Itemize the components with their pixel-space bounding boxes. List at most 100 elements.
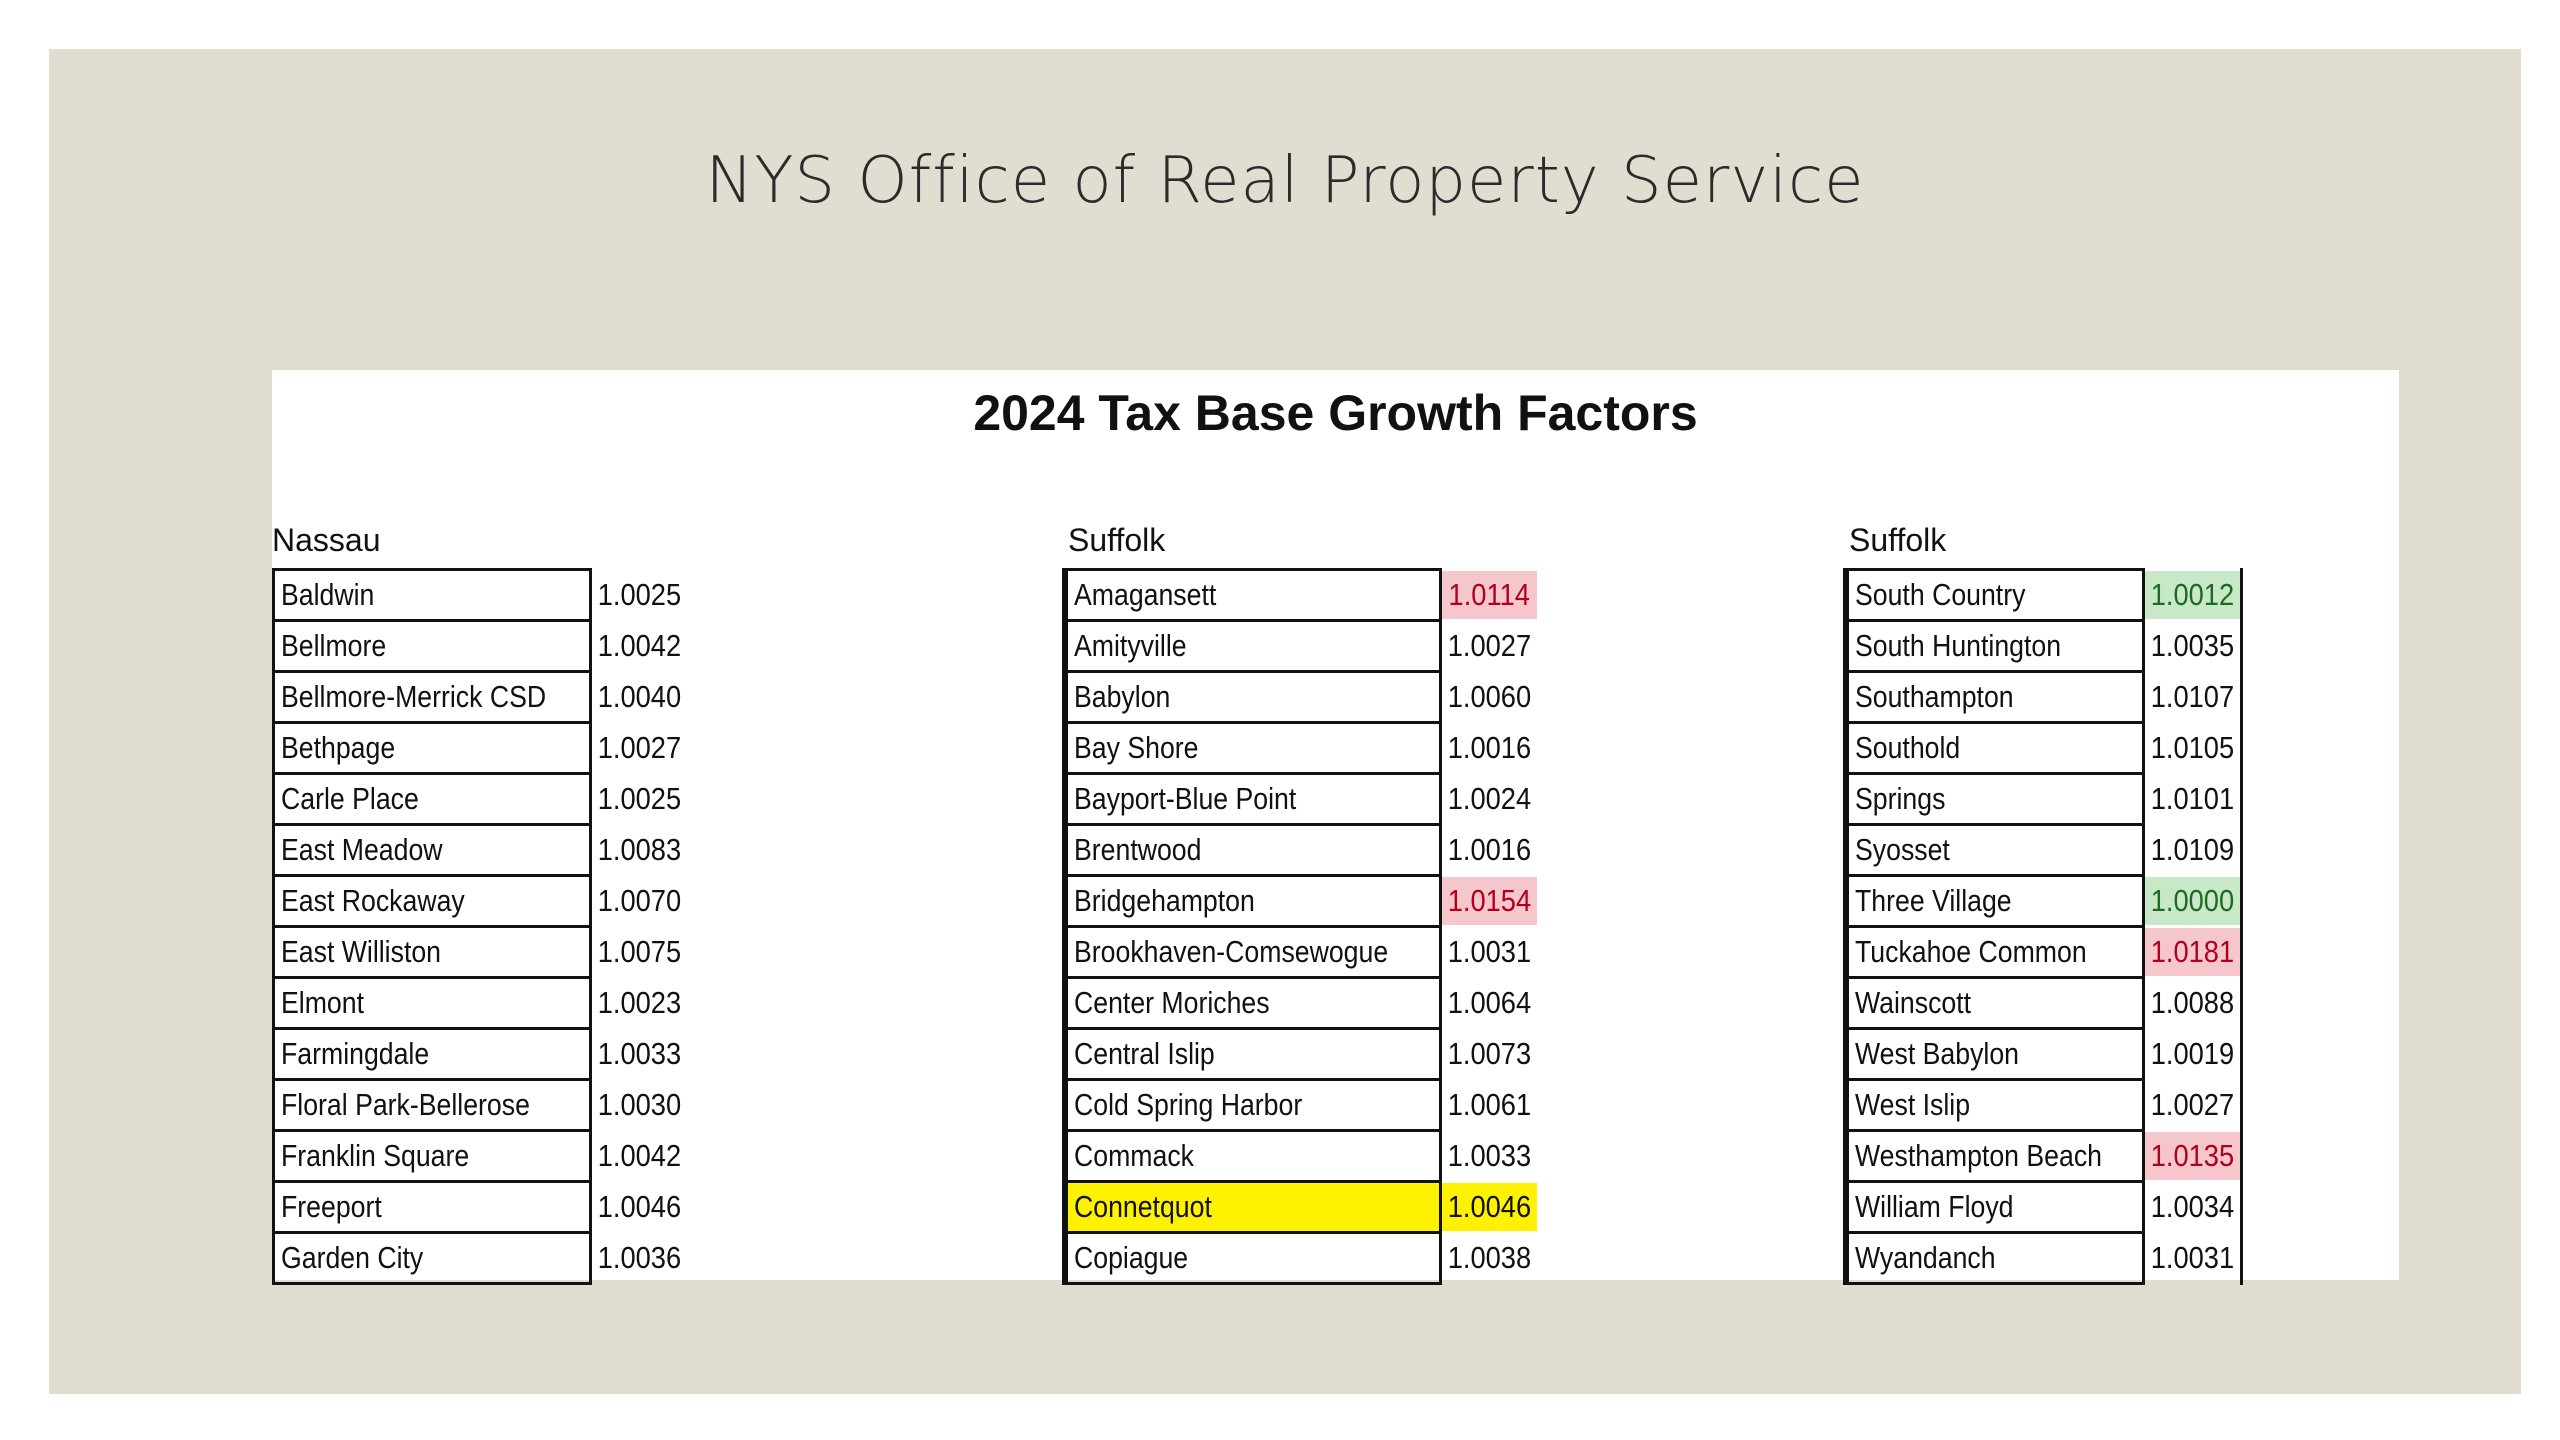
table-row: Floral Park-Bellerose 1.0030 <box>271 1078 687 1132</box>
district-name-cell: William Floyd <box>1845 1180 2146 1234</box>
blank-cell <box>1062 925 1067 979</box>
growth-factor-cell: 1.0024 <box>1441 774 1537 825</box>
growth-factor-cell: 1.0034 <box>2142 1181 2244 1233</box>
district-name-cell: East Meadow <box>271 823 593 877</box>
growth-factor-value: 1.0040 <box>598 679 682 714</box>
blank-cell <box>1062 823 1067 877</box>
growth-factor-cell: 1.0016 <box>1441 723 1537 774</box>
growth-factor-value: 1.0034 <box>2150 1189 2235 1224</box>
growth-factor-value: 1.0038 <box>1448 1240 1532 1275</box>
growth-factor-value: 1.0030 <box>598 1087 682 1122</box>
district-name-cell: Franklin Square <box>271 1129 593 1183</box>
growth-factor-value: 1.0024 <box>1448 781 1532 816</box>
district-name-cell: Wyandanch <box>1845 1231 2146 1285</box>
district-name-cell: Bellmore <box>271 619 593 673</box>
district-name: Westhampton Beach <box>1855 1138 2103 1173</box>
district-name-cell: Westhampton Beach <box>1845 1129 2146 1183</box>
district-name: South Huntington <box>1855 628 2062 663</box>
growth-factor-cell: 1.0042 <box>591 621 687 672</box>
table-row: Southampton 1.0107 <box>1843 670 2244 724</box>
district-name: East Rockaway <box>281 883 465 918</box>
district-name-cell: Carle Place <box>271 772 593 826</box>
growth-factor-cell: 1.0000 <box>2142 875 2244 927</box>
table-row-highlighted: Connetquot 1.0046 <box>1062 1180 1538 1234</box>
growth-factor-cell: 1.0154 <box>1440 875 1538 927</box>
blank-cell <box>1843 619 1848 673</box>
district-name: Center Moriches <box>1074 985 1270 1020</box>
growth-factor-value: 1.0061 <box>1448 1087 1532 1122</box>
district-name-cell: South Huntington <box>1845 619 2146 673</box>
district-name-cell: East Williston <box>271 925 593 979</box>
district-name: William Floyd <box>1855 1189 2014 1224</box>
growth-factor-cell: 1.0101 <box>2142 773 2244 825</box>
district-name-cell: Floral Park-Bellerose <box>271 1078 593 1132</box>
growth-factor-cell: 1.0181 <box>2142 926 2244 978</box>
table-row: William Floyd 1.0034 <box>1843 1180 2244 1234</box>
district-name: Three Village <box>1855 883 2012 918</box>
growth-factor-cell: 1.0019 <box>2142 1028 2244 1080</box>
growth-factor-value: 1.0031 <box>1448 934 1532 969</box>
growth-factor-value: 1.0181 <box>2150 934 2235 969</box>
growth-factor-cell: 1.0060 <box>1441 672 1537 723</box>
district-name-cell: Springs <box>1845 772 2146 826</box>
growth-factor-value: 1.0042 <box>598 628 682 663</box>
growth-factor-cell: 1.0042 <box>591 1131 687 1182</box>
growth-factor-value: 1.0016 <box>1448 832 1532 867</box>
district-name-cell: Bay Shore <box>1064 721 1443 775</box>
growth-factor-value: 1.0114 <box>1449 577 1531 612</box>
table-row: East Williston 1.0075 <box>271 925 687 979</box>
table-row: West Islip 1.0027 <box>1843 1078 2244 1132</box>
district-name: Carle Place <box>281 781 419 816</box>
table-row: Amagansett 1.0114 <box>1062 568 1538 622</box>
factor-table: Amagansett 1.0114 Amityville 1.0027 Babylon 1… <box>1062 568 1538 1285</box>
slide: NYS Office of Real Property Service 2024… <box>49 49 2521 1394</box>
table-row: Cold Spring Harbor 1.0061 <box>1062 1078 1538 1132</box>
district-name: Connetquot <box>1074 1189 1212 1224</box>
group-label: Suffolk <box>1849 522 1947 558</box>
district-name-cell: Tuckahoe Common <box>1845 925 2146 979</box>
district-name: Springs <box>1855 781 1946 816</box>
district-name-cell: Syosset <box>1845 823 2146 877</box>
growth-factor-cell: 1.0025 <box>591 570 687 621</box>
table-row: Bellmore-Merrick CSD 1.0040 <box>271 670 687 724</box>
growth-factor-cell: 1.0016 <box>1441 825 1537 876</box>
district-name: Bayport-Blue Point <box>1074 781 1297 816</box>
table-row: West Babylon 1.0019 <box>1843 1027 2244 1081</box>
growth-factor-value: 1.0070 <box>598 883 682 918</box>
growth-factor-value: 1.0046 <box>598 1189 682 1224</box>
district-name-cell: Farmingdale <box>271 1027 593 1081</box>
growth-factor-cell: 1.0035 <box>2142 620 2244 672</box>
district-name: Copiague <box>1074 1240 1189 1275</box>
district-name: Bethpage <box>281 730 396 765</box>
growth-factor-cell: 1.0023 <box>591 978 687 1029</box>
district-name: East Williston <box>281 934 442 969</box>
spreadsheet-image: 2024 Tax Base Growth Factors Nassau Bald… <box>271 370 2399 1285</box>
growth-factor-cell: 1.0114 <box>1440 569 1538 621</box>
table-row: South Huntington 1.0035 <box>1843 619 2244 673</box>
table-row: Center Moriches 1.0064 <box>1062 976 1538 1030</box>
growth-factor-cell: 1.0064 <box>1441 978 1537 1029</box>
district-name: Farmingdale <box>281 1036 430 1071</box>
district-name-cell: Garden City <box>271 1231 593 1285</box>
growth-factor-value: 1.0012 <box>2150 577 2235 612</box>
growth-factor-cell: 1.0025 <box>591 774 687 825</box>
district-name-cell: Center Moriches <box>1064 976 1443 1030</box>
district-name: Syosset <box>1855 832 1950 867</box>
table-row: Carle Place 1.0025 <box>271 772 687 826</box>
growth-factor-value: 1.0105 <box>2150 730 2235 765</box>
district-name-cell: Brentwood <box>1064 823 1443 877</box>
table-row: Westhampton Beach 1.0135 <box>1843 1129 2244 1183</box>
district-name: Elmont <box>281 985 364 1020</box>
district-name-cell: Bayport-Blue Point <box>1064 772 1443 826</box>
group-label: Suffolk <box>1068 522 1166 558</box>
district-name: Commack <box>1074 1138 1194 1173</box>
table-row: Commack 1.0033 <box>1062 1129 1538 1183</box>
sheet-title: 2024 Tax Base Growth Factors <box>973 385 1698 441</box>
growth-factor-value: 1.0025 <box>598 781 682 816</box>
district-name: Central Islip <box>1074 1036 1215 1071</box>
growth-factor-cell: 1.0070 <box>591 876 687 927</box>
table-row: Garden City 1.0036 <box>271 1231 687 1285</box>
district-name-cell: Bellmore-Merrick CSD <box>271 670 593 724</box>
growth-factor-value: 1.0016 <box>1448 730 1532 765</box>
district-name-cell: East Rockaway <box>271 874 593 928</box>
